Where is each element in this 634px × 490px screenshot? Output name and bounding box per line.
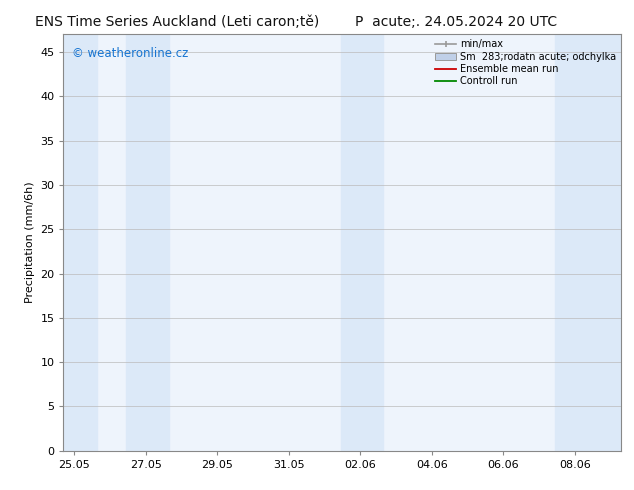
Legend: min/max, Sm  283;rodatn acute; odchylka, Ensemble mean run, Controll run: min/max, Sm 283;rodatn acute; odchylka, … (431, 35, 620, 90)
Bar (340, 34, 384, 451)
Bar (63, 34, 98, 451)
Bar (555, 34, 621, 451)
Text: ENS Time Series Auckland (Leti caron;tě): ENS Time Series Auckland (Leti caron;tě) (36, 15, 320, 29)
Text: © weatheronline.cz: © weatheronline.cz (72, 47, 188, 60)
Y-axis label: Precipitation (mm/6h): Precipitation (mm/6h) (25, 182, 35, 303)
Bar (126, 34, 169, 451)
Text: P  acute;. 24.05.2024 20 UTC: P acute;. 24.05.2024 20 UTC (356, 15, 557, 29)
